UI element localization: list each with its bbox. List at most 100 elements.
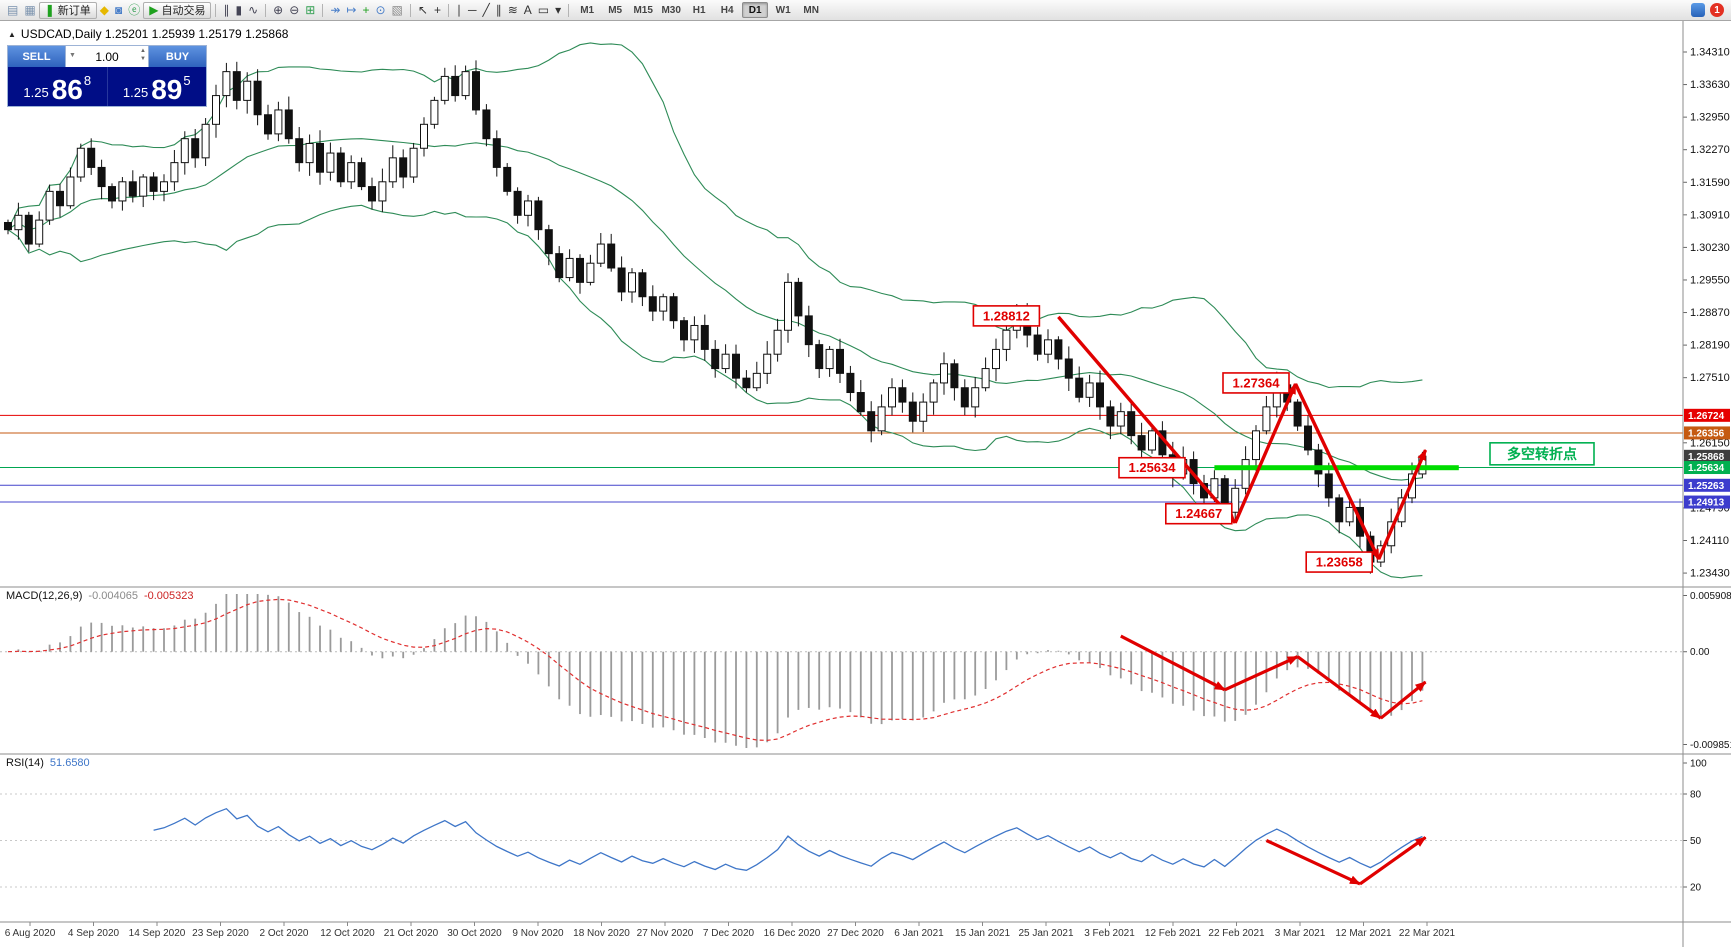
svg-text:6 Jan 2021: 6 Jan 2021 — [894, 928, 944, 939]
trend-arrow-rsi[interactable] — [1359, 836, 1427, 886]
community-app-icon[interactable] — [1691, 3, 1705, 17]
svg-text:2 Oct 2020: 2 Oct 2020 — [260, 928, 309, 939]
svg-text:12 Feb 2021: 12 Feb 2021 — [1145, 928, 1202, 939]
svg-text:7 Dec 2020: 7 Dec 2020 — [703, 928, 755, 939]
horizontal-line-icon: ─ — [467, 3, 477, 17]
macd-histogram — [17, 594, 1424, 748]
volume-spinner[interactable]: ▲ ▼ — [140, 48, 146, 64]
timeframe-m1[interactable]: M1 — [580, 4, 595, 16]
line-chart-type-icon[interactable]: ∿ — [245, 2, 261, 19]
channel-icon[interactable]: ∥ — [493, 2, 505, 19]
svg-text:1.24667: 1.24667 — [1175, 506, 1222, 521]
volume-dropdown-icon[interactable]: ▼ — [69, 52, 76, 59]
horizontal-line-icon[interactable]: ─ — [465, 2, 480, 19]
chart-shift-icon[interactable]: ↦ — [343, 2, 359, 19]
timeframe-m30[interactable]: M30 — [661, 4, 681, 16]
buy-button[interactable]: BUY — [149, 46, 206, 67]
trend-arrow-rsi[interactable] — [1265, 839, 1361, 886]
svg-text:多空转折点: 多空转折点 — [1507, 446, 1577, 462]
trend-arrow[interactable] — [1233, 382, 1298, 524]
timeframe-d1[interactable]: D1 — [742, 2, 769, 18]
fibonacci-icon[interactable]: ≋ — [505, 2, 521, 19]
price-annotation[interactable]: 1.28812 — [972, 305, 1041, 327]
candlestick-type-icon[interactable]: ▮ — [232, 2, 245, 19]
cursor-icon[interactable]: ↖ — [415, 2, 431, 19]
bar-chart-type-icon[interactable]: ∥ — [220, 2, 232, 19]
price-annotation[interactable]: 1.27364 — [1222, 372, 1290, 394]
templates-icon[interactable]: ▧ — [389, 2, 406, 19]
one-click-toggle-icon[interactable]: ▲ — [8, 29, 16, 39]
rsi-line — [153, 807, 1423, 871]
timeframe-m5[interactable]: M5 — [608, 4, 623, 16]
toolbar-items: ▤ ▦ ❚ 新订单 ◆ ◙ ⓔ ▶ 自动交易 ∥ ▮ ∿ ⊕ ⊖ ⊞ ↠ ↦ + ⊙ ▧ ↖ + ∣ ─ ╱ ∥ ≋ A ▭ ▾ M1 M5 M… — [4, 1, 825, 19]
new-order-button[interactable]: ❚ 新订单 — [38, 1, 97, 19]
crosshair-icon[interactable]: + — [431, 2, 444, 19]
volume-value: 1.00 — [95, 49, 119, 64]
trend-arrow[interactable] — [1057, 315, 1237, 524]
trend-arrow[interactable] — [1293, 383, 1381, 561]
price-tag: 1.26724 — [1684, 408, 1730, 422]
timeframe-w1[interactable]: W1 — [775, 4, 791, 16]
notification-badge[interactable]: 1 — [1710, 3, 1724, 17]
market-icon[interactable]: ◙ — [112, 2, 125, 19]
svg-text:30 Oct 2020: 30 Oct 2020 — [447, 928, 502, 939]
timeframe-mn[interactable]: MN — [803, 4, 819, 16]
svg-text:1.25634: 1.25634 — [1129, 460, 1177, 475]
svg-text:6 Aug 2020: 6 Aug 2020 — [5, 928, 56, 939]
svg-text:18 Nov 2020: 18 Nov 2020 — [573, 928, 630, 939]
new-chart-icon[interactable]: ▤ — [4, 2, 21, 19]
chart-shift-icon: ↦ — [346, 3, 357, 17]
crosshair-icon: + — [433, 3, 441, 17]
macd-signal-line — [7, 598, 1423, 742]
new-order-button-label: 新订单 — [57, 5, 91, 17]
timeframe-h1[interactable]: H1 — [692, 4, 706, 16]
indicators-icon[interactable]: + — [359, 2, 372, 19]
svg-text:1.24913: 1.24913 — [1688, 498, 1725, 509]
trend-arrow-macd[interactable] — [1296, 655, 1382, 720]
sell-button[interactable]: SELL — [8, 46, 65, 67]
trend-arrow-macd[interactable] — [1379, 680, 1427, 720]
symbol-header: ▲ USDCAD,Daily 1.25201 1.25939 1.25179 1… — [8, 27, 288, 41]
spin-down-icon[interactable]: ▼ — [140, 55, 146, 62]
buy-quote[interactable]: 1.25 89 5 — [107, 67, 206, 106]
sell-price-sup: 8 — [83, 73, 92, 88]
price-tag: 1.25263 — [1684, 478, 1730, 492]
trend-arrow-macd[interactable] — [1120, 634, 1226, 692]
timeframe-h4[interactable]: H4 — [720, 4, 734, 16]
main-toolbar: ▤ ▦ ❚ 新订单 ◆ ◙ ⓔ ▶ 自动交易 ∥ ▮ ∿ ⊕ ⊖ ⊞ ↠ ↦ + ⊙ ▧ ↖ + ∣ ─ ╱ ∥ ≋ A ▭ ▾ M1 M5 M… — [0, 0, 1731, 21]
svg-text:12 Mar 2021: 12 Mar 2021 — [1335, 928, 1392, 939]
zoom-in-icon[interactable]: ⊕ — [270, 2, 286, 19]
bar-chart-type-icon: ∥ — [223, 3, 230, 17]
periods-icon[interactable]: ⊙ — [372, 2, 388, 19]
svg-text:1.26150: 1.26150 — [1690, 437, 1730, 449]
rsi-value: 51.6580 — [49, 757, 90, 769]
mql5-community-icon[interactable]: ◆ — [97, 2, 112, 19]
web-community-icon[interactable]: ⓔ — [125, 2, 143, 19]
sell-quote[interactable]: 1.25 86 8 — [8, 67, 108, 106]
chart-profiles-icon[interactable]: ▦ — [21, 2, 38, 19]
shapes-icon[interactable]: ▾ — [552, 2, 564, 19]
price-annotation[interactable]: 1.25634 — [1118, 456, 1186, 479]
autotrading-button[interactable]: ▶ 自动交易 — [143, 1, 212, 19]
pivot-point-label[interactable]: 多空转折点 — [1489, 442, 1595, 466]
zoom-out-icon[interactable]: ⊖ — [286, 2, 302, 19]
trend-arrow[interactable] — [1377, 449, 1428, 560]
svg-text:1.27364: 1.27364 — [1233, 375, 1281, 390]
trendline-icon[interactable]: ╱ — [479, 2, 492, 19]
horizontal-level-lines[interactable] — [0, 414, 1683, 503]
tile-windows-icon[interactable]: ⊞ — [302, 2, 318, 19]
svg-text:0.00: 0.00 — [1690, 647, 1710, 658]
price-annotation[interactable]: 1.24667 — [1165, 502, 1233, 525]
timeframe-m15[interactable]: M15 — [633, 4, 653, 16]
toolbar-right-cluster: 1 — [1691, 3, 1727, 17]
trend-arrow-macd[interactable] — [1224, 655, 1299, 692]
auto-scroll-icon[interactable]: ↠ — [327, 2, 343, 19]
label-tool-icon[interactable]: ▭ — [535, 2, 552, 19]
vertical-line-icon[interactable]: ∣ — [453, 2, 465, 19]
volume-input[interactable]: ▼ 1.00 ▲ ▼ — [65, 46, 149, 67]
price-annotation[interactable]: 1.23658 — [1305, 551, 1373, 573]
text-tool-icon[interactable]: A — [521, 2, 535, 19]
spin-up-icon[interactable]: ▲ — [140, 48, 146, 54]
svg-text:12 Oct 2020: 12 Oct 2020 — [320, 928, 375, 939]
